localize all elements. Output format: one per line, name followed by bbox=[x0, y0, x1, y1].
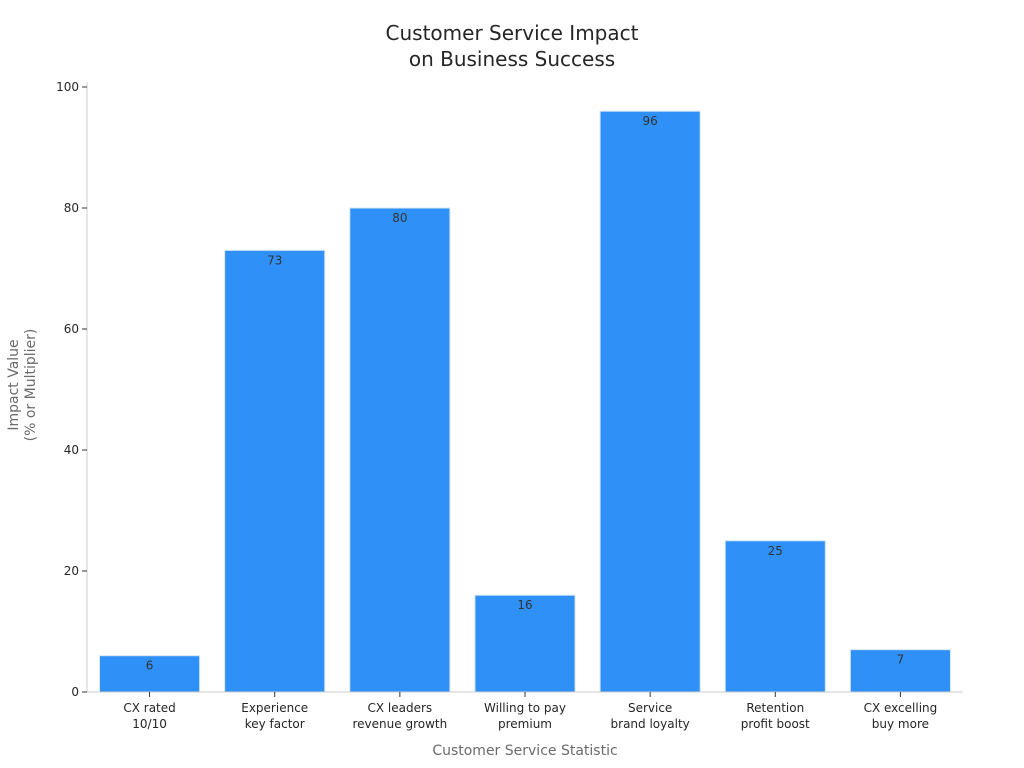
bar bbox=[599, 110, 701, 693]
y-tick-label: 40 bbox=[64, 443, 79, 457]
x-tick-label: CX rated bbox=[123, 701, 175, 715]
x-tick-label: premium bbox=[498, 717, 552, 731]
y-tick-label: 0 bbox=[71, 685, 79, 699]
x-tick-label: CX leaders bbox=[368, 701, 433, 715]
bar-value-label: 6 bbox=[146, 659, 154, 673]
bar bbox=[724, 540, 826, 693]
x-tick-label: key factor bbox=[245, 717, 305, 731]
bar-value-label: 7 bbox=[897, 653, 905, 667]
x-axis-title: Customer Service Statistic bbox=[432, 743, 617, 759]
x-tick-label: Willing to pay bbox=[484, 701, 566, 715]
y-tick-label: 100 bbox=[56, 80, 79, 94]
bar-value-label: 16 bbox=[517, 598, 532, 612]
y-axis: 0 20 40 60 80 100 bbox=[56, 80, 88, 699]
x-tick-label: brand loyalty bbox=[611, 717, 690, 731]
bar-value-label: 25 bbox=[768, 544, 783, 558]
y-tick-label: 80 bbox=[64, 201, 79, 215]
x-tick-label: CX excelling bbox=[864, 701, 938, 715]
bar bbox=[349, 207, 451, 693]
bar-value-label: 96 bbox=[643, 114, 658, 128]
x-tick-label: revenue growth bbox=[353, 717, 448, 731]
bar-value-label: 80 bbox=[392, 211, 407, 225]
y-tick-label: 60 bbox=[64, 322, 79, 336]
x-axis: CX rated 10/10 Experience key factor CX lead… bbox=[87, 691, 963, 731]
x-tick-label: buy more bbox=[872, 717, 929, 731]
bar bbox=[99, 655, 201, 693]
bar-value-label: 73 bbox=[267, 253, 282, 267]
x-tick-label: Experience bbox=[241, 701, 308, 715]
x-tick-label: profit boost bbox=[741, 717, 810, 731]
bar bbox=[849, 649, 951, 693]
bar bbox=[474, 594, 576, 693]
chart-title-line-1: Customer Service Impact bbox=[386, 21, 639, 45]
x-tick-label: Retention bbox=[746, 701, 804, 715]
y-axis-title-line-2: (% or Multiplier) bbox=[23, 329, 39, 442]
y-axis-title-line-1: Impact Value bbox=[6, 339, 22, 430]
y-axis-title: Impact Value (% or Multiplier) bbox=[6, 329, 39, 442]
x-tick-label: 10/10 bbox=[132, 717, 167, 731]
x-tick-label: Service bbox=[628, 701, 672, 715]
bar bbox=[224, 249, 326, 693]
bars-group: 6 73 80 16 96 25 7 bbox=[99, 110, 951, 693]
chart-title-line-2: on Business Success bbox=[409, 47, 615, 71]
y-tick-label: 20 bbox=[64, 564, 79, 578]
